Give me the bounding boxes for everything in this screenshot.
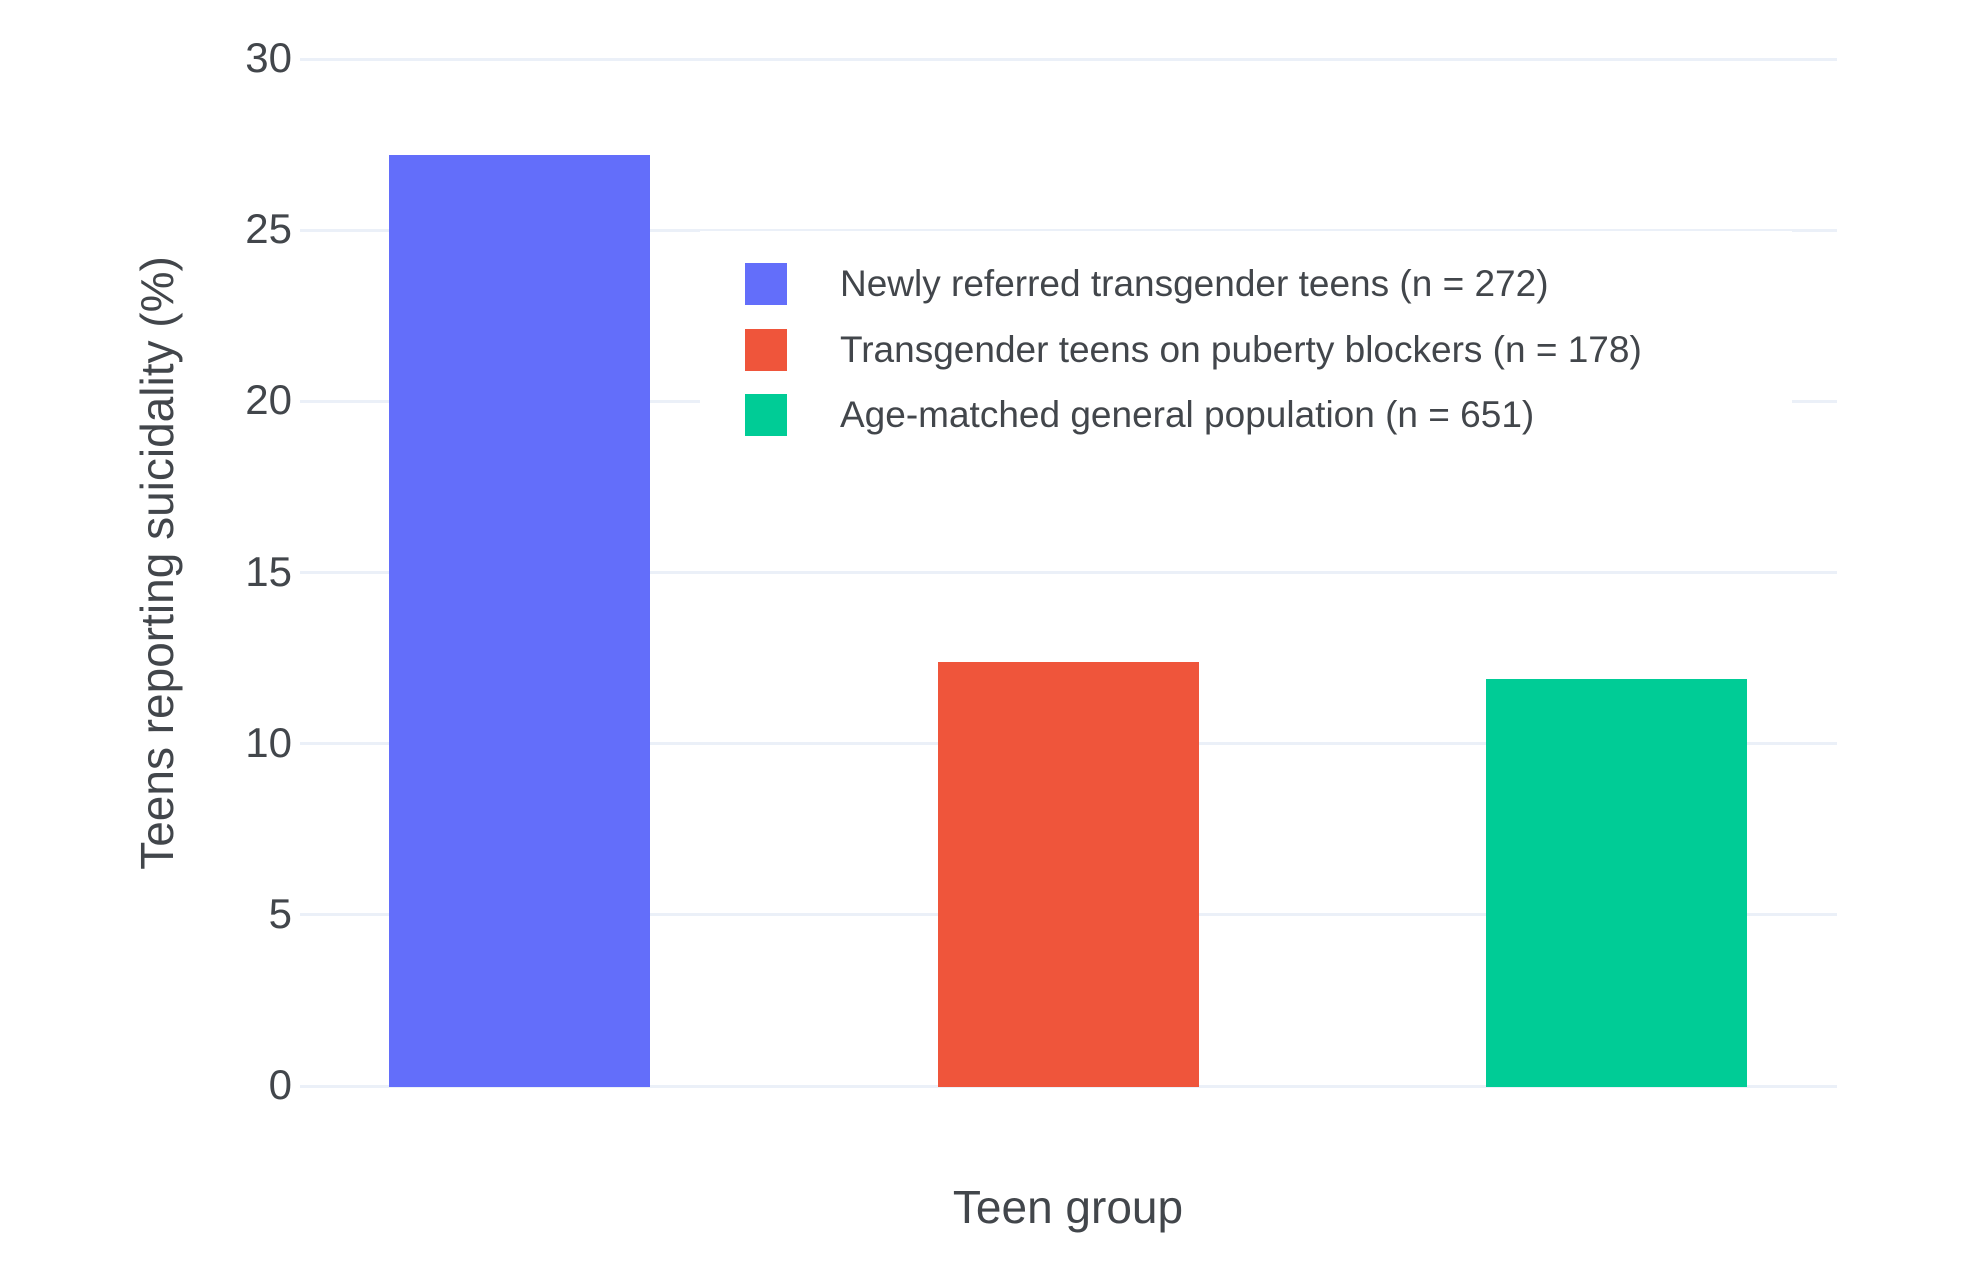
legend-label: Age-matched general population (n = 651) — [840, 394, 1535, 435]
y-tick-label-25: 25 — [245, 205, 292, 253]
legend-item-transgender-teens-on-puberty-blockers[interactable]: Transgender teens on puberty blockers (n… — [745, 328, 1642, 371]
y-tick-label-20: 20 — [245, 376, 292, 424]
y-tick-label-30: 30 — [245, 34, 292, 82]
y-tick-label-15: 15 — [245, 547, 292, 595]
legend-swatch-icon — [745, 394, 787, 436]
y-tick-label-5: 5 — [268, 889, 292, 937]
bar-age-matched-general-population — [1486, 678, 1747, 1088]
legend-label: Newly referred transgender teens (n = 27… — [840, 263, 1549, 304]
gridline-y-15 — [300, 571, 1837, 574]
legend-item-age-matched-general-population[interactable]: Age-matched general population (n = 651) — [745, 394, 1534, 436]
legend-swatch-icon — [745, 328, 787, 371]
legend-label: Transgender teens on puberty blockers (n… — [840, 328, 1642, 370]
x-axis-title: Teen group — [952, 1181, 1184, 1233]
bar-newly-referred-transgender-teens — [389, 154, 650, 1088]
bar-transgender-teens-on-puberty-blockers — [937, 661, 1199, 1088]
legend-swatch-icon — [745, 263, 787, 305]
legend-item-newly-referred-transgender-teens[interactable]: Newly referred transgender teens (n = 27… — [745, 263, 1549, 305]
y-tick-label-10: 10 — [245, 718, 292, 766]
y-tick-label-0: 0 — [268, 1061, 292, 1109]
legend: Newly referred transgender teens (n = 27… — [700, 231, 1792, 445]
gridline-y-30 — [300, 57, 1837, 61]
y-axis-title: Teens reporting suicidality (%) — [131, 256, 183, 870]
gridline-y-25 — [300, 228, 1837, 232]
